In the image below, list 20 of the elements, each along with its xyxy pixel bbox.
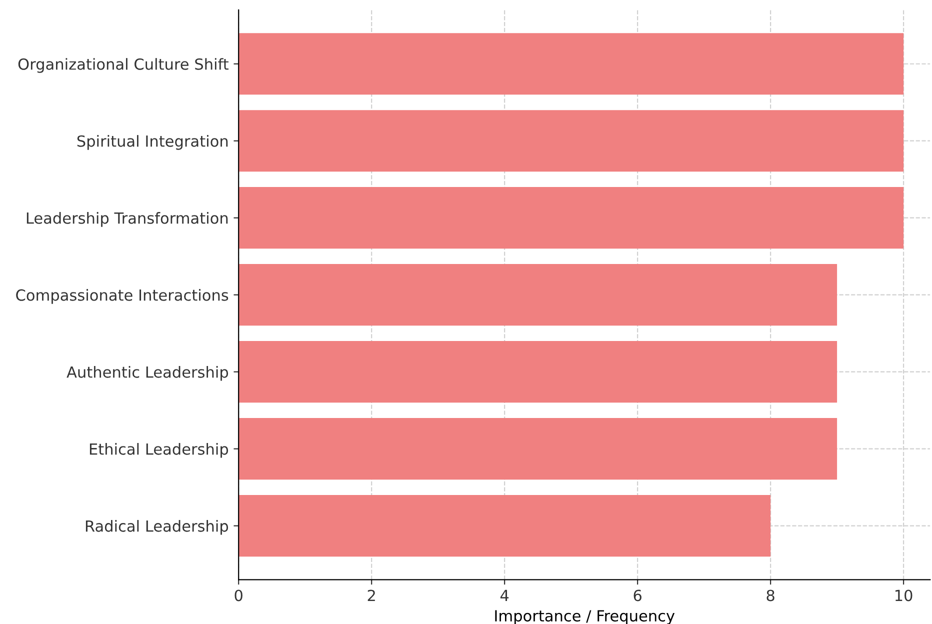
y-tick-label: Radical Leadership [86,520,228,535]
bar [238,110,904,172]
bar [238,187,904,249]
y-tick-label: Spiritual Integration [77,135,228,150]
bar [238,495,771,557]
bar [238,341,838,403]
y-tick-label: Organizational Culture Shift [18,58,229,73]
x-tick-label: 10 [895,590,912,602]
x-tick-label: 2 [368,590,375,602]
y-tick-label: Authentic Leadership [66,366,228,381]
x-tick-label: 4 [500,590,509,602]
x-tick-label: 6 [634,590,642,602]
bar [238,33,904,95]
x-tick-label: 0 [234,590,242,602]
bar [238,264,838,326]
y-tick-label: Ethical Leadership [90,443,228,458]
y-tick-label: Compassionate Interactions [16,289,228,304]
bar [238,418,838,480]
x-tick-label: 8 [766,590,774,602]
y-tick-label: Leadership Transformation [26,212,228,227]
